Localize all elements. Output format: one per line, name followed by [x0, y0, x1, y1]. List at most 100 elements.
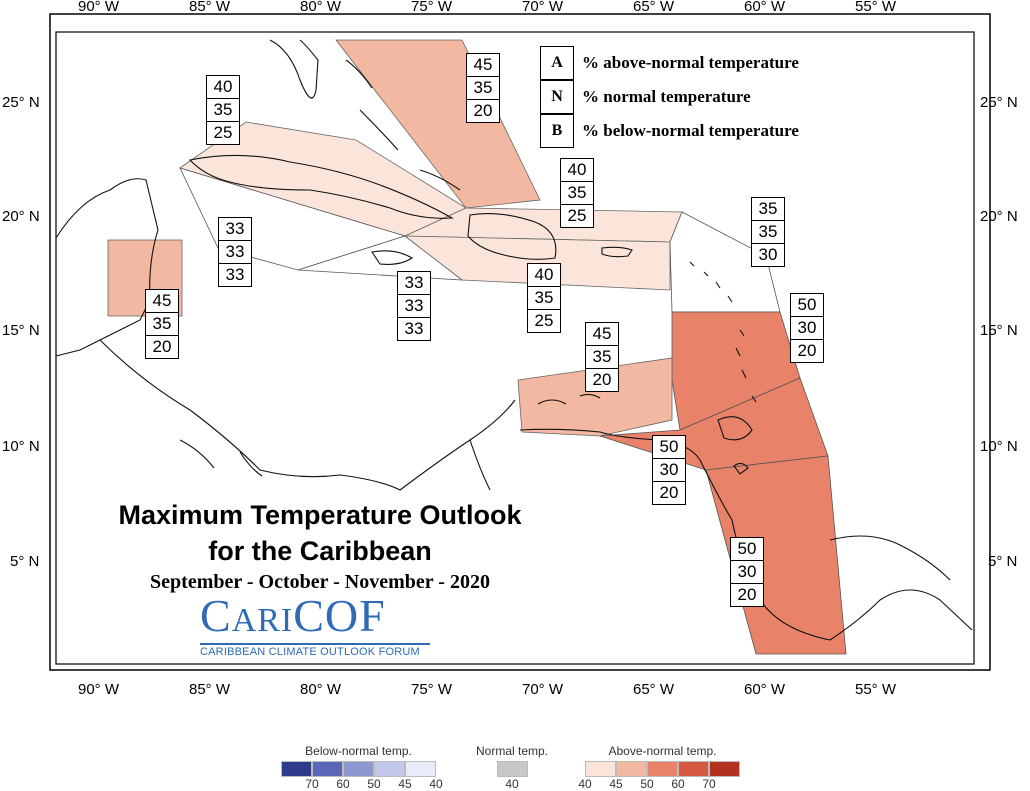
lon-label-top: 65° W	[633, 0, 675, 15]
legend-swatch	[312, 761, 343, 777]
lon-label-top: 75° W	[411, 0, 453, 15]
map-subtitle: for the Caribbean	[208, 536, 432, 566]
lon-label-top: 55° W	[855, 0, 897, 15]
lon-label-bottom: 55° W	[855, 681, 897, 698]
prob-below: 20	[659, 483, 679, 502]
prob-below: 30	[758, 245, 778, 264]
prob-above: 50	[731, 538, 763, 561]
key-text: % above-normal temperature	[582, 53, 799, 72]
prob-box-bahamas: 45 35 20	[466, 53, 500, 123]
legend-above-normal: Above-normal temp. 40 45 50 60 70	[578, 744, 740, 791]
legend-tick: 50	[367, 777, 381, 791]
prob-box-cayman: 33 33 33	[218, 217, 252, 287]
legend-ticks: 70 60 50 45 40	[281, 777, 442, 791]
probability-key: A % above-normal temperature N % normal …	[540, 46, 799, 148]
lat-label-right: 20° N	[980, 208, 1018, 225]
lat-label-left: 15° N	[2, 322, 40, 339]
prob-box-guianas: 50 30 20	[730, 537, 764, 607]
lon-label-bottom: 80° W	[300, 681, 342, 698]
legend-tick: 45	[398, 777, 412, 791]
prob-normal: 35	[528, 287, 560, 310]
forecast-period: September - October - November - 2020	[150, 571, 490, 593]
caricof-logo: CARICOF CARIBBEAN CLIMATE OUTLOOK FORUM	[200, 590, 430, 658]
key-letter: A	[540, 46, 574, 80]
legend-title: Normal temp.	[475, 744, 549, 758]
prob-box-jamaica: 33 33 33	[397, 271, 431, 341]
legend-swatch	[405, 761, 436, 777]
key-row-above: A % above-normal temperature	[540, 46, 799, 80]
prob-box-hispaniola-north: 40 35 25	[560, 158, 594, 228]
prob-box-trinidad: 50 30 20	[652, 435, 686, 505]
prob-normal: 30	[653, 459, 685, 482]
lon-label-bottom: 65° W	[633, 681, 675, 698]
lat-label-right: 10° N	[980, 438, 1018, 455]
legend-title: Below-normal temp.	[305, 744, 412, 758]
lon-label-top: 90° W	[78, 0, 120, 15]
legend-tick: 40	[505, 777, 519, 791]
key-text: % below-normal temperature	[582, 121, 799, 140]
prob-box-hispaniola-south: 40 35 25	[527, 263, 561, 333]
prob-below: 33	[225, 265, 245, 284]
prob-above: 35	[752, 198, 784, 221]
coastlines	[55, 39, 973, 641]
prob-normal: 35	[207, 99, 239, 122]
lon-label-top: 60° W	[744, 0, 786, 15]
zone-abc	[517, 357, 673, 437]
lon-label-bottom: 70° W	[522, 681, 564, 698]
legend-swatch	[374, 761, 405, 777]
prob-below: 20	[737, 585, 757, 604]
legend-swatch	[647, 761, 678, 777]
legend-ticks: 40	[470, 777, 554, 791]
zone-bahamas	[335, 39, 541, 209]
prob-above: 45	[146, 290, 178, 313]
lon-label-bottom: 60° W	[744, 681, 786, 698]
logo-subtitle: CARIBBEAN CLIMATE OUTLOOK FORUM	[200, 643, 430, 658]
legend-title: Above-normal temp.	[608, 744, 717, 758]
prob-above: 50	[791, 294, 823, 317]
prob-box-leeward: 35 35 30	[751, 197, 785, 267]
prob-above: 40	[561, 159, 593, 182]
lon-label-bottom: 75° W	[411, 681, 453, 698]
prob-normal: 35	[467, 77, 499, 100]
prob-below: 33	[404, 319, 424, 338]
prob-normal: 35	[561, 182, 593, 205]
lat-label-left: 25° N	[2, 94, 40, 111]
legend-swatch	[678, 761, 709, 777]
prob-below: 20	[152, 337, 172, 356]
lon-label-top: 80° W	[300, 0, 342, 15]
legend-swatch	[585, 761, 616, 777]
prob-above: 45	[586, 323, 618, 346]
legend-swatch	[616, 761, 647, 777]
lat-label-left: 10° N	[2, 438, 40, 455]
prob-below: 20	[592, 370, 612, 389]
legend-ticks: 40 45 50 60 70	[578, 777, 740, 791]
prob-normal: 33	[398, 295, 430, 318]
prob-normal: 35	[146, 313, 178, 336]
logo-wordmark: CARICOF	[200, 590, 386, 641]
key-row-below: B % below-normal temperature	[540, 114, 799, 148]
legend-swatch	[281, 761, 312, 777]
prob-above: 33	[398, 272, 430, 295]
prob-below: 25	[567, 206, 587, 225]
lat-label-right: 15° N	[980, 322, 1018, 339]
lat-label-right: 5° N	[988, 553, 1018, 570]
key-row-normal: N % normal temperature	[540, 80, 799, 114]
lat-label-left: 5° N	[10, 553, 40, 570]
lon-label-top: 85° W	[189, 0, 231, 15]
prob-box-windward: 50 30 20	[790, 293, 824, 363]
legend-swatches	[585, 761, 740, 777]
legend-tick: 70	[702, 777, 716, 791]
legend-tick: 50	[640, 777, 654, 791]
prob-below: 25	[213, 123, 233, 142]
prob-box-belize: 45 35 20	[145, 289, 179, 359]
lon-label-bottom: 90° W	[78, 681, 120, 698]
prob-above: 50	[653, 436, 685, 459]
legend-tick: 45	[609, 777, 623, 791]
legend-tick: 60	[336, 777, 350, 791]
prob-above: 40	[207, 76, 239, 99]
lat-label-left: 20° N	[2, 208, 40, 225]
legend-swatch	[343, 761, 374, 777]
legend-tick: 70	[305, 777, 319, 791]
prob-normal: 33	[219, 241, 251, 264]
